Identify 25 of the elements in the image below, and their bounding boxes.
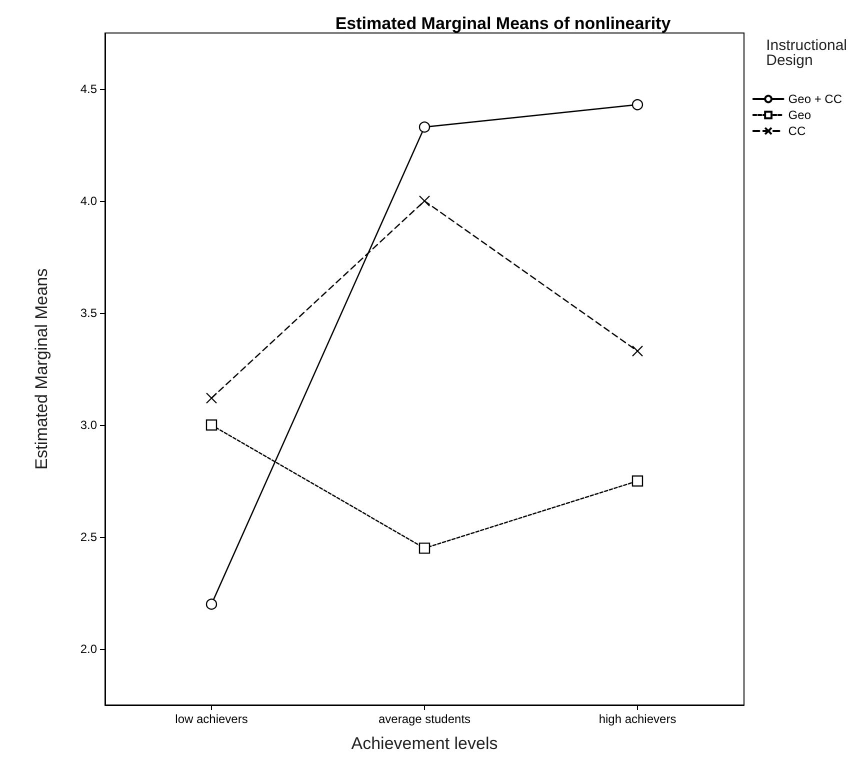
point bbox=[418, 121, 430, 133]
y-tick-label: 4.0 bbox=[80, 194, 98, 208]
point bbox=[632, 345, 644, 357]
point bbox=[632, 475, 644, 487]
point bbox=[632, 99, 644, 110]
point bbox=[206, 598, 218, 610]
legend-label: Geo + CC bbox=[788, 92, 842, 106]
y-tick-label: 4.5 bbox=[80, 82, 98, 96]
y-tick-label: 3.0 bbox=[80, 418, 98, 432]
x-tick-label: average students bbox=[378, 712, 471, 726]
point bbox=[418, 542, 430, 554]
y-tick-label: 2.5 bbox=[80, 530, 98, 544]
y-tick-label: 2.0 bbox=[80, 642, 98, 656]
point bbox=[418, 195, 430, 207]
legend-label: CC bbox=[788, 124, 806, 138]
x-tick-label: high achievers bbox=[598, 712, 676, 726]
y-axis-title: Estimated Marginal Means bbox=[32, 268, 51, 470]
legend-title: Instructional Design bbox=[766, 37, 847, 69]
x-tick-label: low achievers bbox=[175, 712, 248, 726]
point bbox=[206, 419, 218, 431]
chart-title: Estimated Marginal Means of nonlinearity bbox=[335, 14, 672, 33]
x-axis-title: Achievement levels bbox=[351, 734, 498, 753]
legend-label: Geo bbox=[788, 108, 812, 122]
point bbox=[206, 392, 218, 404]
y-tick-label: 3.5 bbox=[80, 306, 98, 320]
